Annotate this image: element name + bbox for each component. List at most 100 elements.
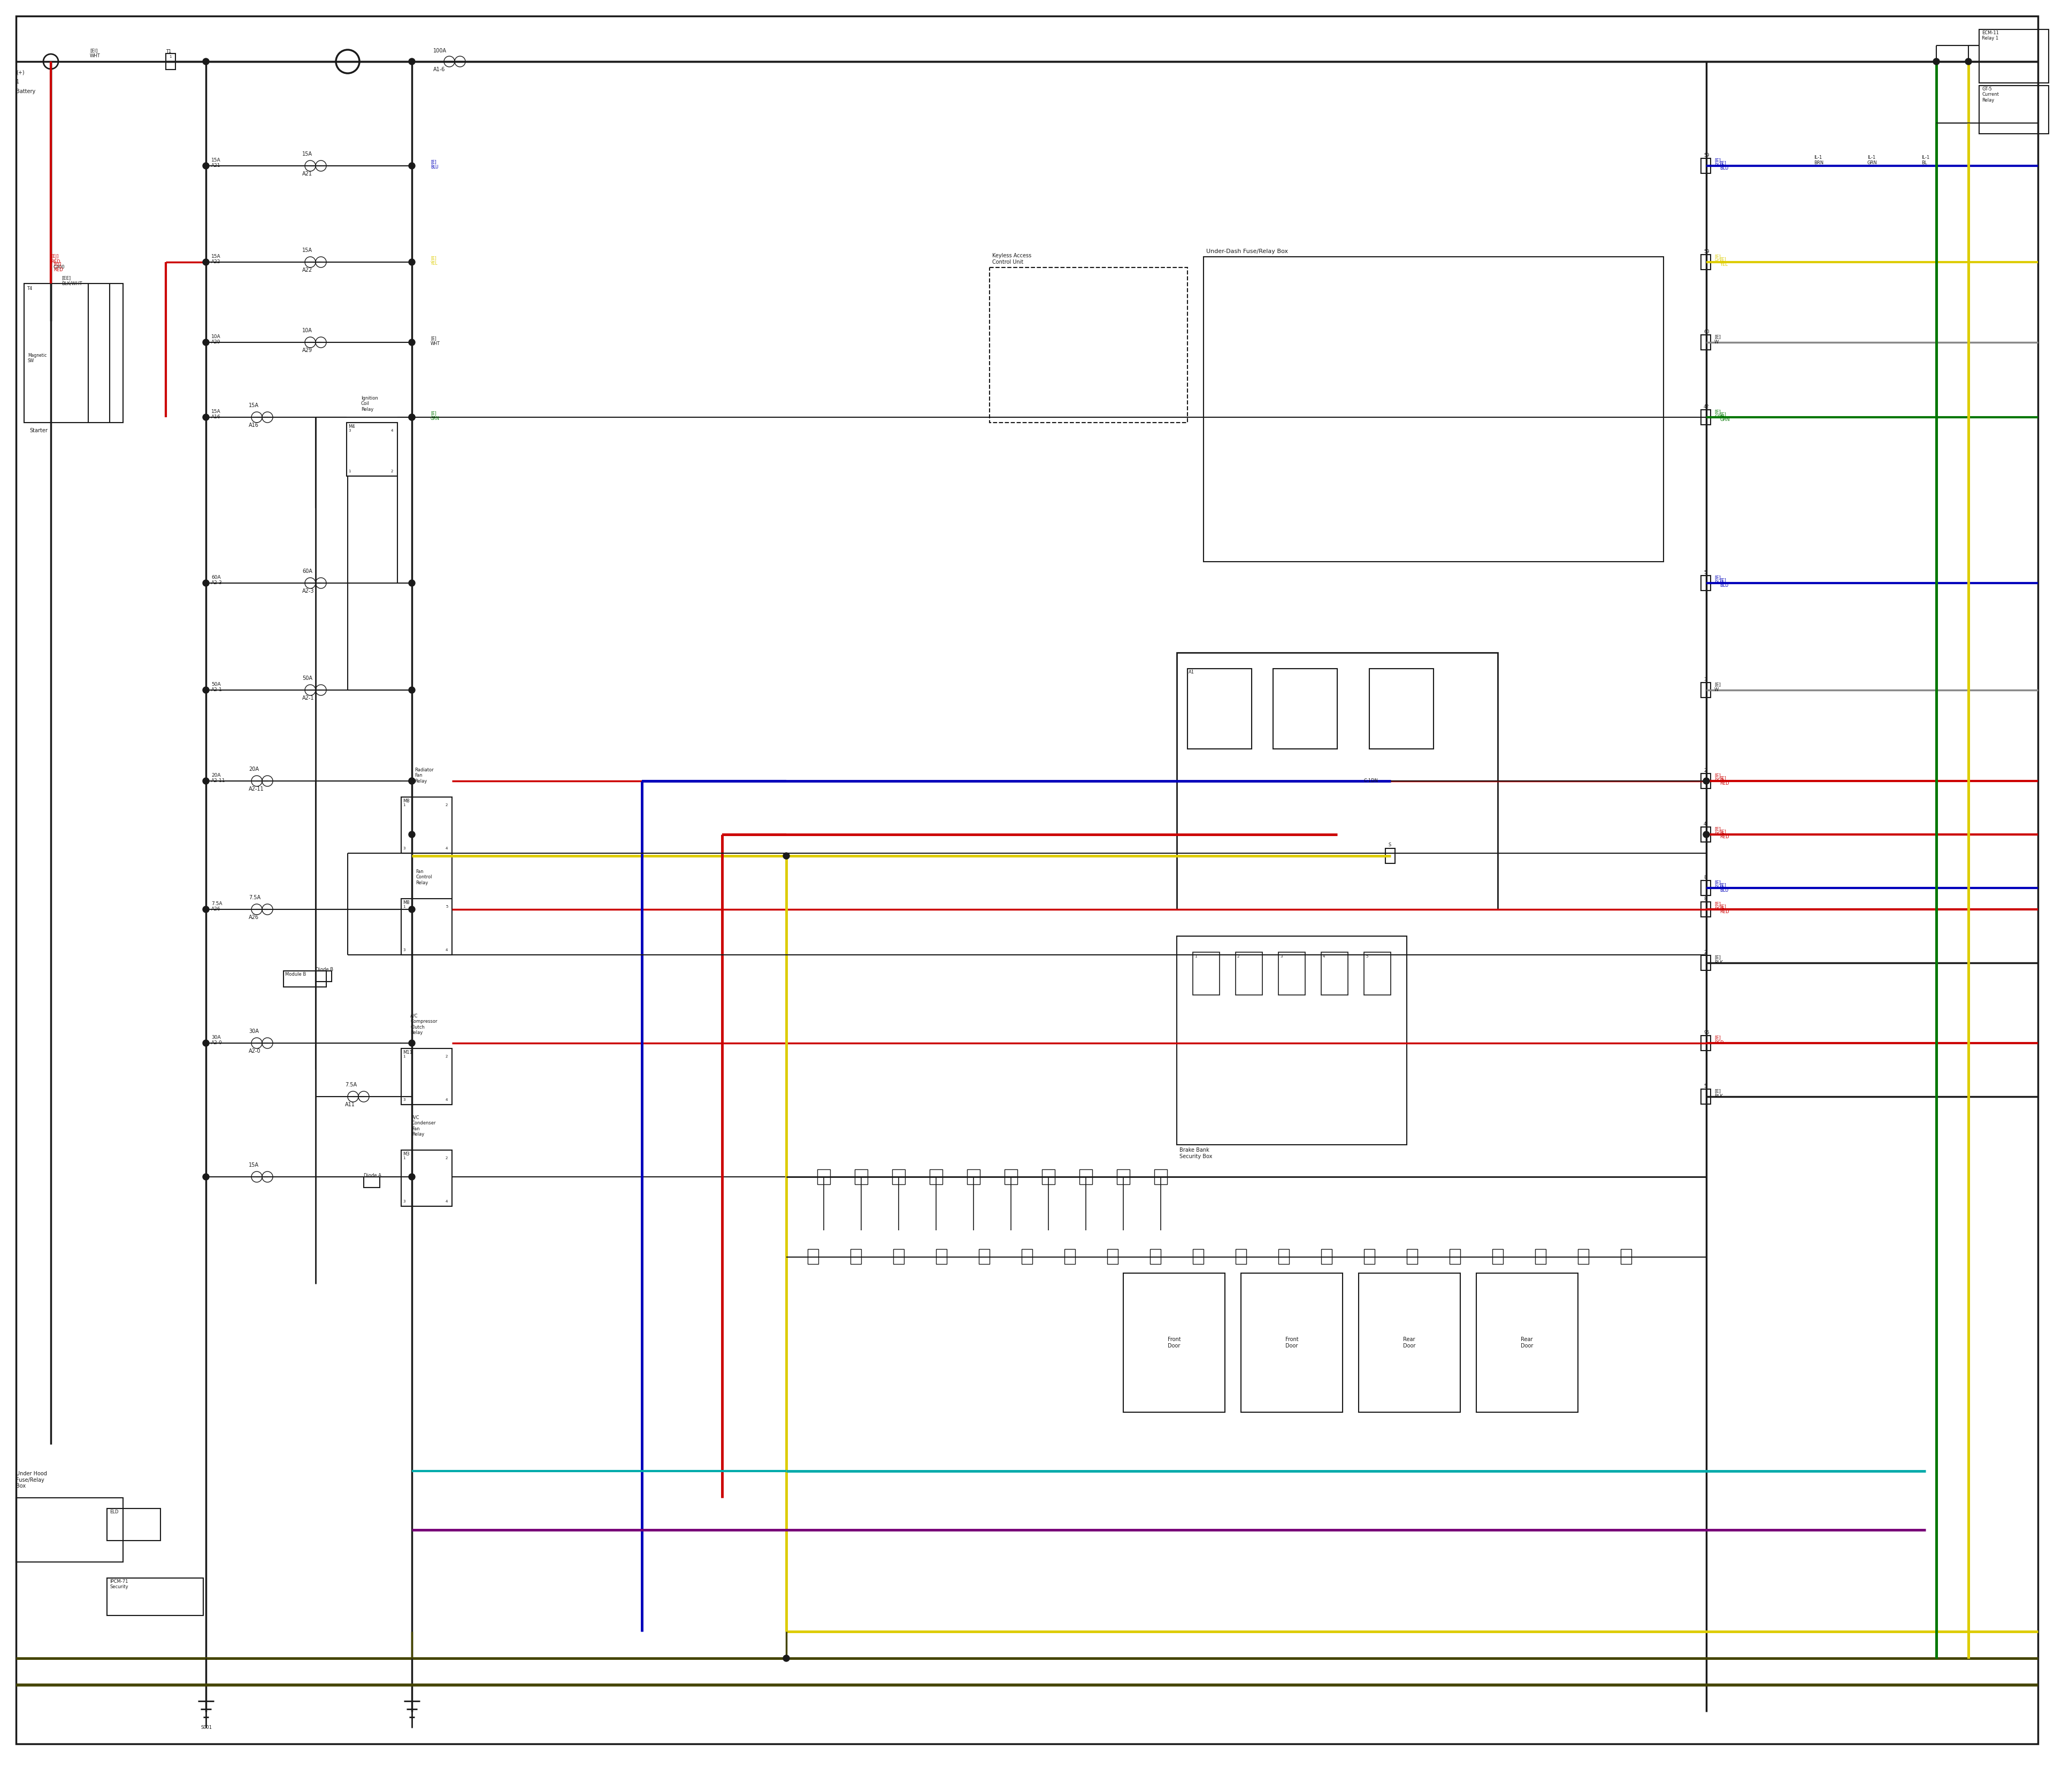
Text: 4: 4 — [446, 1201, 448, 1202]
Bar — [107, 1579, 203, 1615]
Bar — [1980, 86, 2048, 134]
Text: 3: 3 — [349, 428, 351, 432]
Circle shape — [409, 686, 415, 694]
Bar — [1117, 1170, 1130, 1185]
Text: [EI]
WHT: [EI] WHT — [90, 48, 101, 59]
Bar — [817, 1170, 830, 1185]
Circle shape — [203, 1174, 210, 1181]
Text: 1: 1 — [1195, 955, 1197, 959]
Text: 50A: 50A — [302, 676, 312, 681]
Bar — [316, 971, 331, 982]
Text: 5: 5 — [446, 905, 448, 909]
Text: Diode A: Diode A — [364, 1174, 382, 1177]
Text: [EE]
BLK/WHT: [EE] BLK/WHT — [62, 276, 82, 287]
Bar — [980, 1249, 990, 1263]
Text: 15A
A16: 15A A16 — [212, 409, 220, 419]
Text: 5: 5 — [1703, 1084, 1707, 1088]
Text: 60: 60 — [1703, 330, 1709, 335]
Circle shape — [1703, 778, 1709, 785]
Text: A2-3: A2-3 — [302, 588, 314, 593]
Text: 59: 59 — [1703, 152, 1709, 158]
Bar — [1701, 880, 1711, 896]
Text: 15A: 15A — [302, 151, 312, 156]
Circle shape — [203, 414, 210, 421]
Bar — [893, 1249, 904, 1263]
Text: A2-1: A2-1 — [302, 695, 314, 701]
Circle shape — [203, 686, 210, 694]
Bar — [1321, 952, 1347, 995]
Circle shape — [409, 778, 415, 785]
Text: [E]
RED: [E] RED — [1715, 1036, 1723, 1045]
Text: [E]
BLU: [E] BLU — [1715, 575, 1723, 586]
Text: A/C
Condenser
Fan
Relay: A/C Condenser Fan Relay — [411, 1115, 435, 1136]
Text: 5: 5 — [1366, 955, 1368, 959]
Text: 4: 4 — [1323, 955, 1325, 959]
Text: M8: M8 — [403, 799, 409, 803]
Bar — [1080, 1170, 1093, 1185]
Text: 20A
A2-11: 20A A2-11 — [212, 772, 226, 783]
Bar — [1193, 952, 1220, 995]
Circle shape — [203, 1039, 210, 1047]
Text: 7.5A: 7.5A — [249, 894, 261, 900]
Text: 30A
A2-0: 30A A2-0 — [212, 1036, 222, 1045]
Text: IL-1
BRN: IL-1 BRN — [1814, 156, 1824, 165]
Text: 60A
A2-3: 60A A2-3 — [212, 575, 222, 586]
Text: 1: 1 — [403, 803, 405, 806]
Text: 5: 5 — [1703, 570, 1707, 575]
Text: [EJ]
RED: [EJ] RED — [53, 262, 64, 272]
Text: 15A: 15A — [249, 403, 259, 409]
Text: 59: 59 — [1703, 249, 1709, 254]
Bar — [891, 1170, 906, 1185]
Text: [E]
RED: [E] RED — [1715, 826, 1723, 837]
Text: 7.5A
A26: 7.5A A26 — [212, 901, 222, 912]
Bar — [364, 1177, 380, 1188]
Bar — [283, 971, 327, 987]
Text: Rear
Door: Rear Door — [1403, 1337, 1415, 1348]
Bar — [1107, 1249, 1117, 1263]
Bar — [1701, 158, 1711, 174]
Circle shape — [409, 258, 415, 265]
Text: [E]
BLU: [E] BLU — [1719, 161, 1727, 170]
Bar — [937, 1249, 947, 1263]
Text: 2: 2 — [390, 470, 394, 473]
Text: 1: 1 — [403, 905, 405, 909]
Bar — [1124, 1272, 1224, 1412]
Text: Module B: Module B — [286, 971, 306, 977]
Text: [E]
BLU: [E] BLU — [1719, 577, 1727, 588]
Circle shape — [409, 1039, 415, 1047]
Bar — [1701, 955, 1711, 969]
Text: M8: M8 — [403, 900, 409, 905]
Text: [E]
BLK: [E] BLK — [1715, 1088, 1723, 1098]
Text: 3: 3 — [1280, 955, 1282, 959]
Bar — [1450, 1249, 1460, 1263]
Bar — [401, 797, 452, 853]
Bar — [850, 1249, 861, 1263]
Bar — [1701, 410, 1711, 425]
Bar — [1701, 774, 1711, 788]
Bar — [1278, 952, 1304, 995]
Text: 15A
A22: 15A A22 — [212, 254, 220, 265]
Text: 4: 4 — [390, 428, 394, 432]
Text: 20A: 20A — [249, 767, 259, 772]
Text: 2: 2 — [1703, 769, 1707, 772]
Circle shape — [409, 778, 415, 785]
Bar — [16, 1498, 123, 1563]
Text: Magnetic
SW: Magnetic SW — [29, 353, 47, 364]
Text: [E]
YEL: [E] YEL — [1719, 256, 1727, 267]
Circle shape — [409, 163, 415, 168]
Text: T1: T1 — [166, 48, 170, 54]
Circle shape — [409, 414, 415, 421]
Bar — [1621, 1249, 1631, 1263]
Circle shape — [409, 414, 415, 421]
Text: Fan
Control
Relay: Fan Control Relay — [415, 869, 431, 885]
Text: M11: M11 — [403, 1050, 413, 1055]
Text: A22: A22 — [302, 267, 312, 272]
Text: Brake Bank
Security Box: Brake Bank Security Box — [1179, 1147, 1212, 1159]
Text: [E]
GRN: [E] GRN — [1719, 412, 1729, 423]
Bar — [1004, 1170, 1017, 1185]
Text: 1: 1 — [16, 79, 18, 84]
Text: 1: 1 — [349, 470, 351, 473]
Text: 4: 4 — [1703, 823, 1707, 826]
Text: 2: 2 — [1237, 955, 1239, 959]
Text: 3: 3 — [1703, 677, 1707, 683]
